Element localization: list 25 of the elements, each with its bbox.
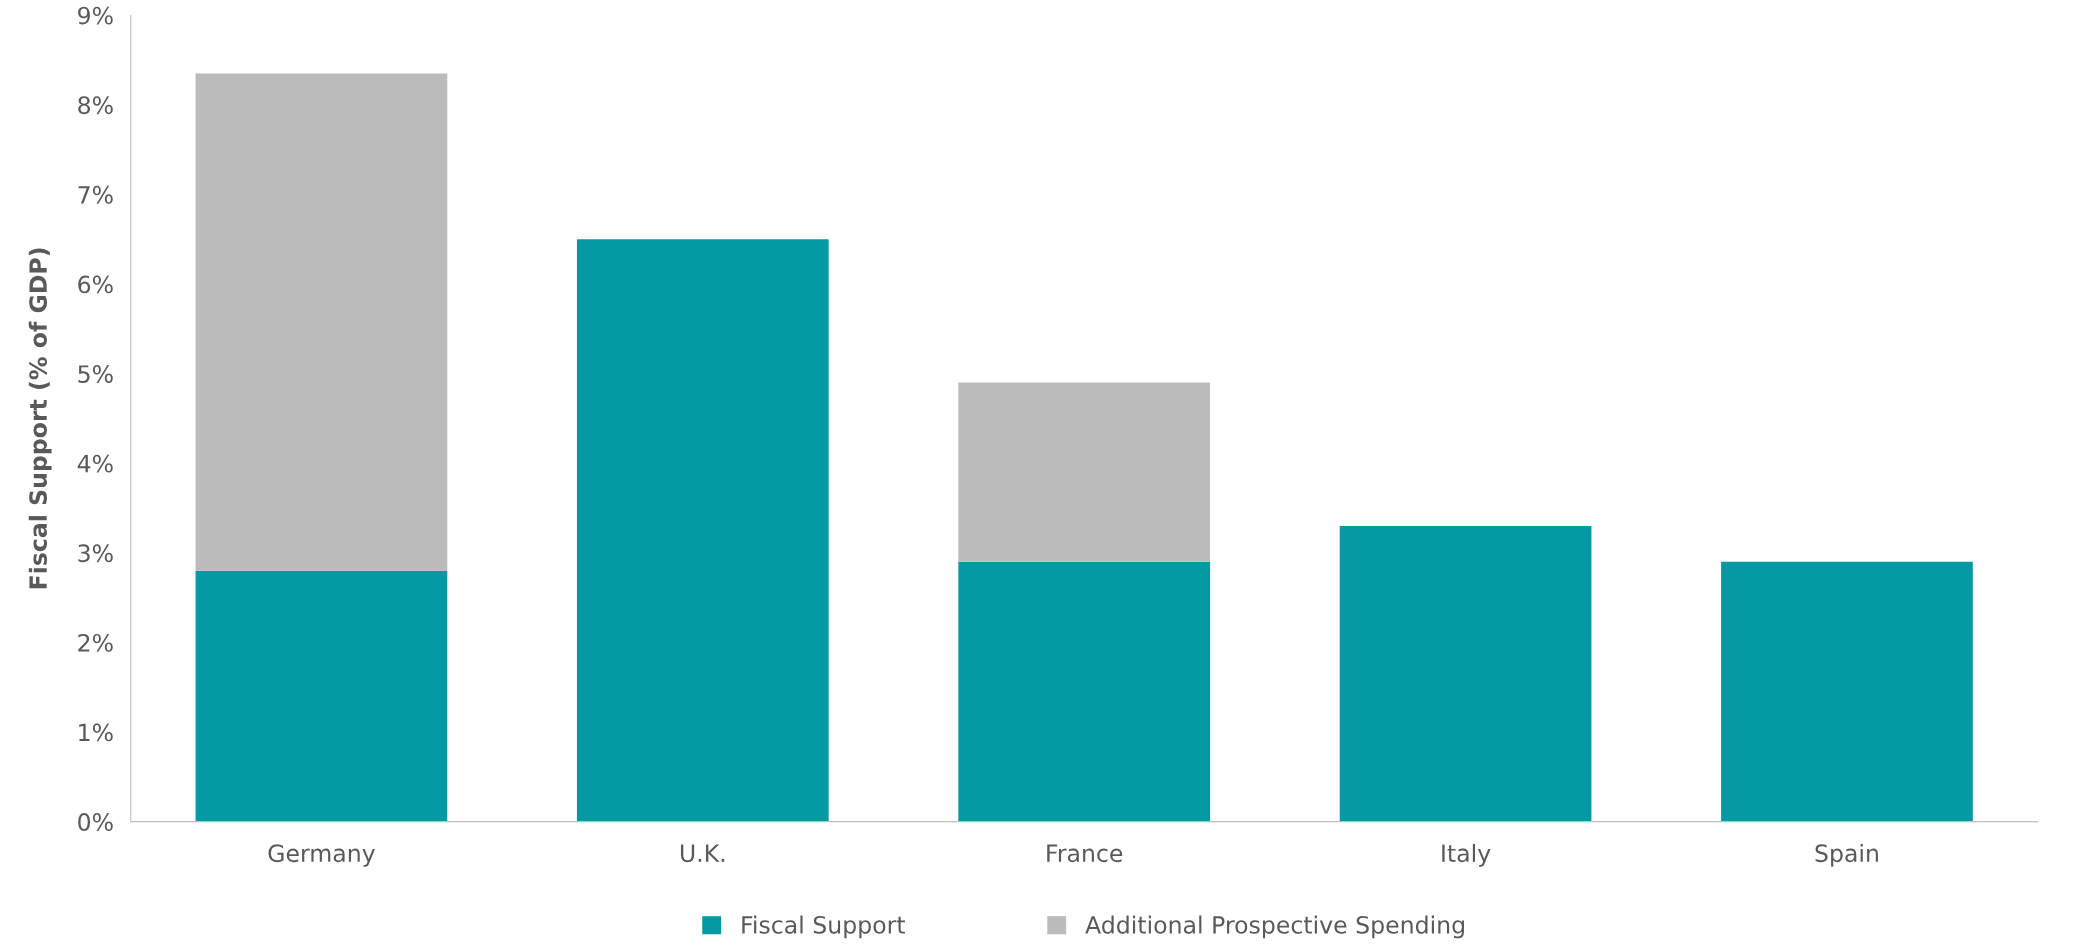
y-tick-label: 3% <box>78 544 113 563</box>
y-axis-title: Fiscal Support (% of GDP) <box>28 248 52 589</box>
legend-label: Additional Prospective Spending <box>1085 915 1464 939</box>
y-tick-label: 2% <box>78 633 113 652</box>
bar <box>195 73 448 571</box>
y-tick-label: 5% <box>78 365 113 383</box>
y-tick-label: 9% <box>78 6 113 25</box>
legend-label: Fiscal Support <box>742 915 906 939</box>
y-tick-label: 1% <box>79 723 113 742</box>
bar <box>1721 561 1973 822</box>
bar <box>1339 525 1592 822</box>
x-tick-label: Spain <box>1815 843 1878 867</box>
bar <box>958 382 1211 562</box>
x-tick-label: Germany <box>268 844 375 867</box>
x-tick-label: Italy <box>1442 843 1491 867</box>
y-tick-label: 6% <box>78 275 113 294</box>
y-tick-label: 8% <box>78 96 113 115</box>
bar <box>958 561 1211 822</box>
y-tick-label: 0% <box>78 813 113 831</box>
x-tick-label: U.K. <box>680 844 725 863</box>
y-tick-label: 4% <box>77 454 113 473</box>
y-tick-label: 7% <box>78 185 113 204</box>
bar <box>576 239 829 822</box>
x-tick-label: France <box>1047 844 1123 863</box>
bar <box>195 570 448 822</box>
